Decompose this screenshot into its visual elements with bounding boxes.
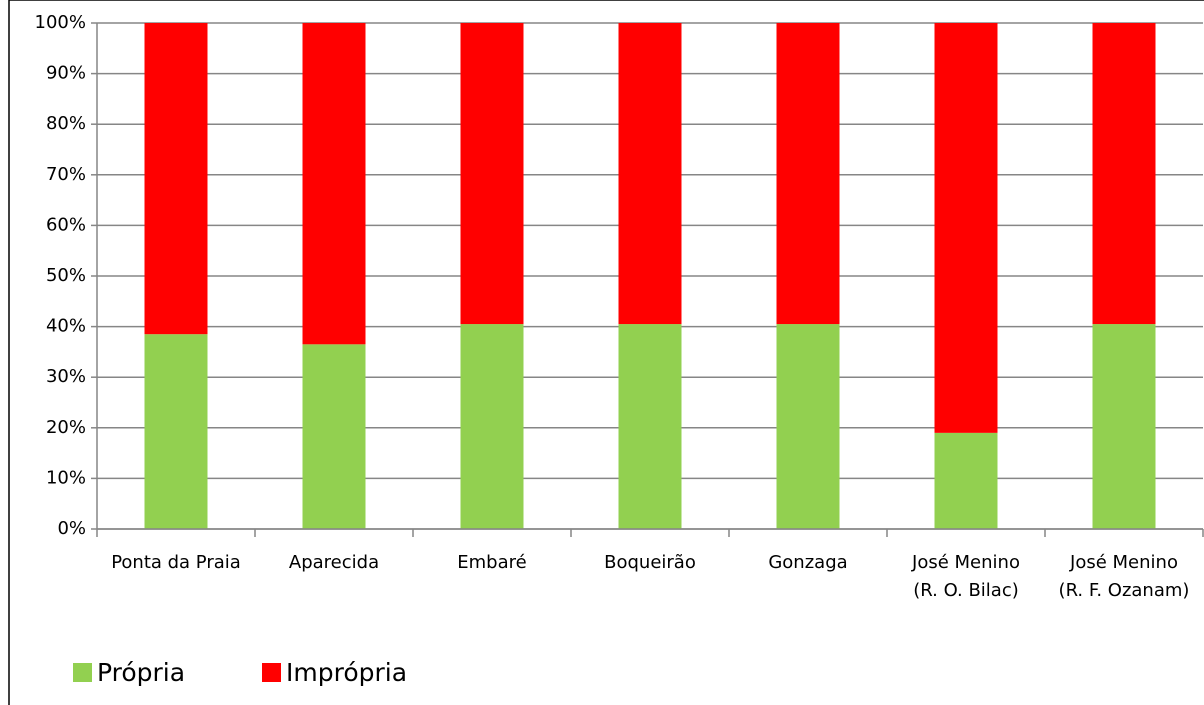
y-tick-label: 30% — [46, 366, 86, 387]
x-tick-label: Gonzaga — [768, 552, 847, 573]
y-tick-label: 50% — [46, 265, 86, 286]
y-tick-label: 90% — [46, 63, 86, 84]
bar-segment — [460, 324, 524, 529]
legend-swatch — [262, 663, 281, 682]
x-tick-label: Embaré — [457, 552, 526, 573]
y-tick-label: 60% — [46, 214, 86, 235]
x-tick-label: José Menino — [1069, 552, 1178, 573]
bar-segment — [618, 23, 682, 325]
y-tick-label: 20% — [46, 417, 86, 438]
x-tick-label: (R. O. Bilac) — [913, 580, 1019, 601]
y-tick-label: 70% — [46, 164, 86, 185]
chart-frame — [8, 0, 1204, 705]
y-tick-label: 80% — [46, 113, 86, 134]
bar-segment — [144, 23, 208, 335]
bar-segment — [934, 432, 998, 529]
legend-swatch — [73, 663, 92, 682]
bar-segment — [1092, 324, 1156, 529]
x-tick-label: Aparecida — [289, 552, 379, 573]
bar-segment — [776, 23, 840, 325]
x-tick-label: Ponta da Praia — [111, 552, 241, 573]
legend-label: Própria — [97, 658, 185, 687]
y-tick-label: 40% — [46, 316, 86, 337]
x-tick-label: José Menino — [911, 552, 1020, 573]
bar-segment — [460, 23, 524, 325]
bar-segment — [618, 324, 682, 529]
x-tick-label: Boqueirão — [604, 552, 696, 573]
bar-segment — [776, 324, 840, 529]
bar-segment — [1092, 23, 1156, 325]
bar-segment — [302, 344, 366, 529]
bar-segment — [144, 334, 208, 529]
y-tick-label: 0% — [57, 518, 86, 539]
x-tick-label: (R. F. Ozanam) — [1059, 580, 1190, 601]
legend-label: Imprópria — [286, 658, 407, 687]
y-tick-label: 10% — [46, 467, 86, 488]
y-tick-label: 100% — [35, 12, 86, 33]
bar-segment — [934, 23, 998, 433]
bar-segment — [302, 23, 366, 345]
